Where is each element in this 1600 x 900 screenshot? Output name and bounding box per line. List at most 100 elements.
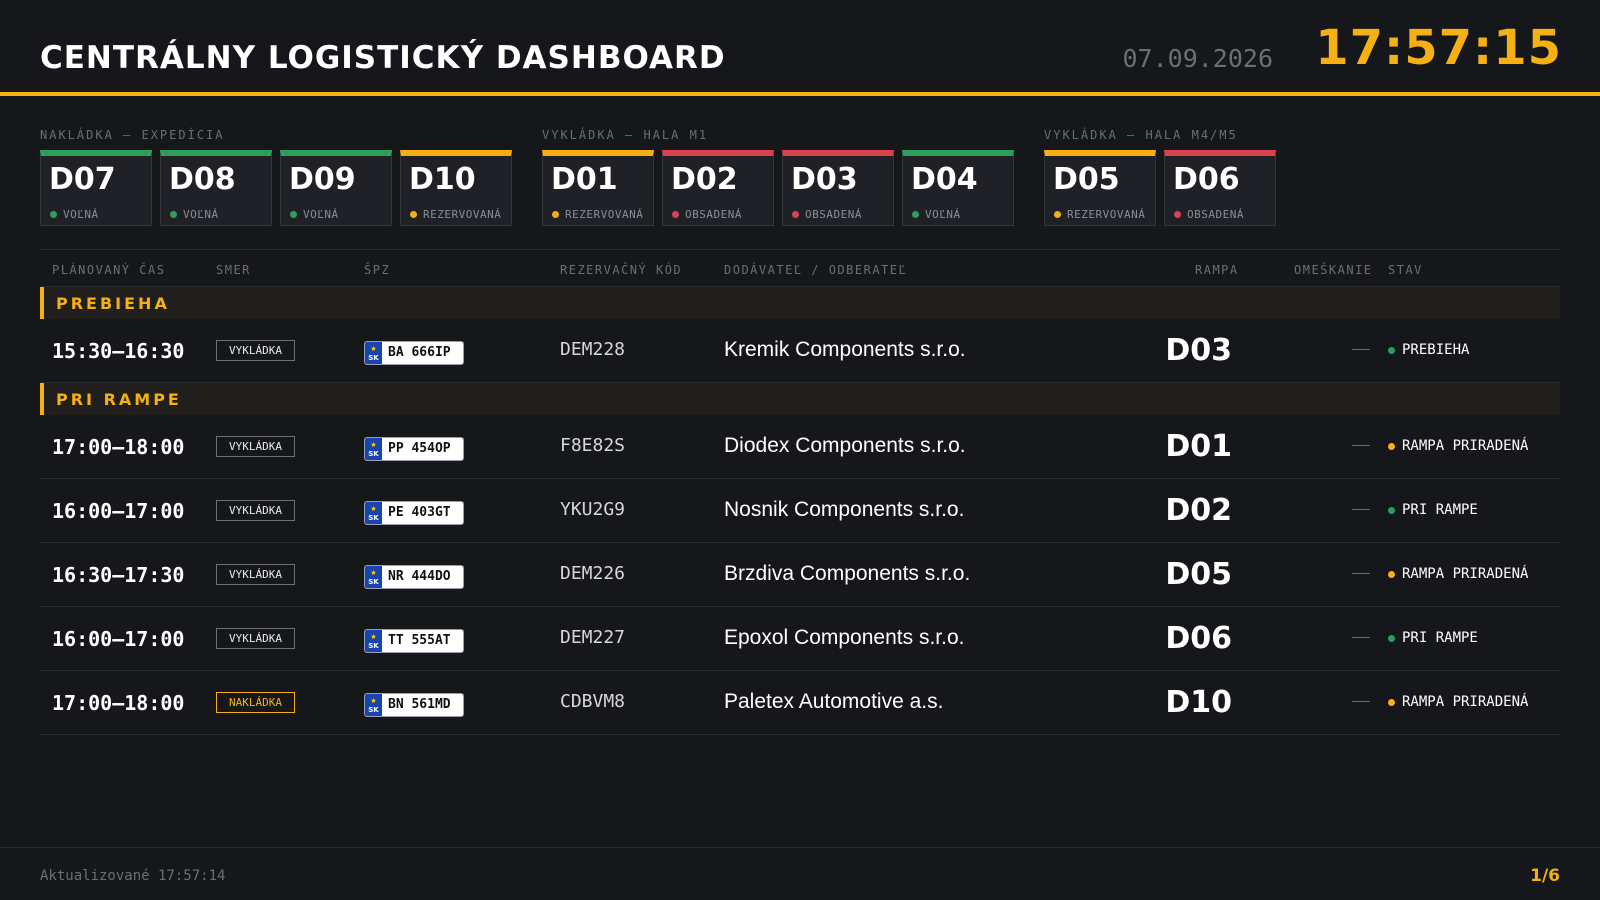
ramp-id: D03: [1165, 333, 1232, 368]
plate-number: PE 403GT: [388, 505, 451, 520]
reservation-code: YKU2G9: [560, 499, 626, 520]
dock-status: OBSADENÁ: [672, 208, 742, 221]
section-title: PREBIEHA: [56, 294, 170, 313]
supplier-name: Nosnik Components s.r.o.: [724, 498, 965, 521]
dock-status-label: REZERVOVANÁ: [423, 208, 502, 221]
ramp-id: D05: [1165, 557, 1232, 592]
status-dot-icon: [1054, 211, 1061, 218]
dock-status-label: VOĽNÁ: [925, 208, 961, 221]
dock-id: D09: [289, 162, 356, 197]
planned-time: 16:00–17:00: [52, 627, 185, 651]
supplier-name: Kremik Components s.r.o.: [724, 338, 966, 361]
dock-status: REZERVOVANÁ: [410, 208, 501, 221]
table-body: PREBIEHA 15:30–16:30 VYKLÁDKA ★ SK BA 666IP DE…: [40, 287, 1560, 735]
status-dot-icon: [672, 211, 679, 218]
direction-badge: VYKLÁDKA: [216, 628, 295, 649]
status-dot-icon: [912, 211, 919, 218]
license-plate: ★ SK BN 561MD: [364, 693, 464, 717]
dock-status-label: REZERVOVANÁ: [1067, 208, 1146, 221]
table-row: 16:30–17:30 VYKLÁDKA ★ SK NR 444DO DEM226 Brzd…: [40, 543, 1560, 607]
dock-status: VOĽNÁ: [170, 208, 219, 221]
dock-overview: NAKLÁDKA — EXPEDÍCIA D07 VOĽNÁ D08 VOĽNÁ D09 V…: [40, 128, 1560, 238]
section-title: PRI RAMPE: [56, 390, 182, 409]
eu-flag-icon: ★ SK: [365, 342, 382, 364]
direction-badge: VYKLÁDKA: [216, 436, 295, 457]
delay-dash: [1352, 701, 1370, 702]
plate-number: NR 444DO: [388, 569, 451, 584]
row-status: RAMPA PRIRADENÁ: [1388, 694, 1528, 710]
plate-country: SK: [368, 578, 379, 586]
plate-number: PP 454OP: [388, 441, 451, 456]
dock-tile: D07 VOĽNÁ: [40, 150, 152, 226]
planned-time: 17:00–18:00: [52, 435, 185, 459]
dock-tile: D01 REZERVOVANÁ: [542, 150, 654, 226]
status-dot-icon: [1174, 211, 1181, 218]
current-date: 07.09.2026: [1122, 44, 1273, 73]
status-dot-icon: [1388, 442, 1395, 450]
col-party: DODÁVATEĽ / ODBERATEĽ: [724, 263, 908, 277]
ramp-id: D10: [1165, 685, 1232, 720]
eu-flag-icon: ★ SK: [365, 438, 382, 460]
status-dot-icon: [170, 211, 177, 218]
dock-status-label: VOĽNÁ: [63, 208, 99, 221]
row-status-label: RAMPA PRIRADENÁ: [1402, 438, 1529, 454]
col-ramp: RAMPA: [1195, 263, 1239, 277]
dock-id: D05: [1053, 162, 1120, 197]
dock-status-label: VOĽNÁ: [303, 208, 339, 221]
row-status-label: PRI RAMPE: [1402, 630, 1478, 646]
dock-tile: D03 OBSADENÁ: [782, 150, 894, 226]
dock-group-label: NAKLÁDKA — EXPEDÍCIA: [40, 128, 225, 142]
license-plate: ★ SK BA 666IP: [364, 341, 464, 365]
col-delay: OMEŠKANIE: [1294, 263, 1373, 277]
reservation-code: DEM228: [560, 339, 626, 360]
table-row: 17:00–18:00 VYKLÁDKA ★ SK PP 454OP F8E82S Diod…: [40, 415, 1560, 479]
plate-number: BN 561MD: [388, 697, 451, 712]
dock-group-label: VYKLÁDKA — HALA M4/M5: [1044, 128, 1238, 142]
table-row: 17:00–18:00 NAKLÁDKA ★ SK BN 561MD CDBVM8 Pale…: [40, 671, 1560, 735]
license-plate: ★ SK PE 403GT: [364, 501, 464, 525]
row-status-label: PREBIEHA: [1402, 342, 1470, 358]
schedule-table: PLÁNOVANÝ ČAS SMER ŠPZ REZERVAČNÝ KÓD DO…: [40, 249, 1560, 735]
dock-status: REZERVOVANÁ: [1054, 208, 1145, 221]
dock-group-label: VYKLÁDKA — HALA M1: [542, 128, 709, 142]
dock-status: OBSADENÁ: [1174, 208, 1244, 221]
supplier-name: Paletex Automotive a.s.: [724, 690, 944, 713]
row-status: PRI RAMPE: [1388, 630, 1478, 646]
dock-list: D07 VOĽNÁ D08 VOĽNÁ D09 VOĽNÁ D10 REZERVOVANÁ: [40, 150, 512, 226]
dock-id: D04: [911, 162, 978, 197]
direction-badge: VYKLÁDKA: [216, 340, 295, 361]
license-plate: ★ SK TT 555AT: [364, 629, 464, 653]
dock-id: D02: [671, 162, 738, 197]
dock-status-label: VOĽNÁ: [183, 208, 219, 221]
eu-flag-icon: ★ SK: [365, 694, 382, 716]
dock-group: VYKLÁDKA — HALA M4/M5 D05 REZERVOVANÁ D06 OB…: [1044, 128, 1276, 226]
status-dot-icon: [1388, 346, 1395, 354]
status-dot-icon: [1388, 634, 1395, 642]
planned-time: 16:30–17:30: [52, 563, 185, 587]
license-plate: ★ SK PP 454OP: [364, 437, 464, 461]
delay-dash: [1352, 573, 1370, 574]
row-status-label: RAMPA PRIRADENÁ: [1402, 566, 1529, 582]
status-dot-icon: [1388, 506, 1395, 514]
reservation-code: F8E82S: [560, 435, 626, 456]
supplier-name: Brzdiva Components s.r.o.: [724, 562, 971, 585]
plate-country: SK: [368, 706, 379, 714]
dock-tile: D04 VOĽNÁ: [902, 150, 1014, 226]
plate-number: TT 555AT: [388, 633, 451, 648]
section-header: PRI RAMPE: [40, 383, 1560, 415]
dock-status: OBSADENÁ: [792, 208, 862, 221]
dock-group: VYKLÁDKA — HALA M1 D01 REZERVOVANÁ D02 OBSAD…: [542, 128, 1014, 226]
dock-tile: D09 VOĽNÁ: [280, 150, 392, 226]
table-row: 16:00–17:00 VYKLÁDKA ★ SK PE 403GT YKU2G9 Nosn…: [40, 479, 1560, 543]
supplier-name: Epoxol Components s.r.o.: [724, 626, 965, 649]
col-direction: SMER: [216, 263, 251, 277]
dock-id: D06: [1173, 162, 1240, 197]
row-status: PREBIEHA: [1388, 342, 1469, 358]
delay-dash: [1352, 637, 1370, 638]
dock-list: D01 REZERVOVANÁ D02 OBSADENÁ D03 OBSADENÁ D04 V…: [542, 150, 1014, 226]
ramp-id: D01: [1165, 429, 1232, 464]
row-status-label: PRI RAMPE: [1402, 502, 1478, 518]
plate-country: SK: [368, 642, 379, 650]
direction-badge: VYKLÁDKA: [216, 500, 295, 521]
dock-tile: D06 OBSADENÁ: [1164, 150, 1276, 226]
